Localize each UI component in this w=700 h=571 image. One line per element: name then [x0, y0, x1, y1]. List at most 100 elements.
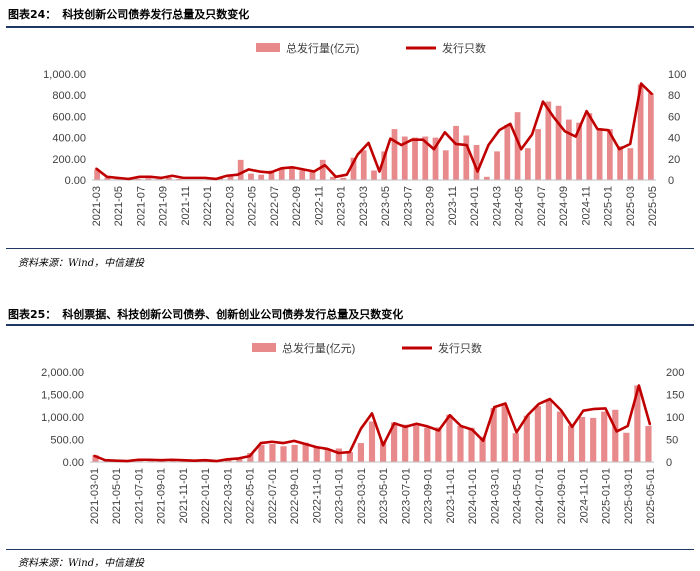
- bar: [648, 93, 654, 180]
- line-point: [604, 407, 607, 410]
- line-point: [345, 173, 348, 176]
- bar: [422, 136, 429, 180]
- bar: [227, 175, 234, 180]
- bar: [269, 444, 276, 462]
- bar: [556, 411, 564, 462]
- bar-series: [94, 84, 654, 180]
- line-point: [422, 138, 424, 141]
- y-left-tick-label: 1,000.00: [43, 69, 86, 81]
- x-tick-label: 2024-11: [580, 186, 592, 226]
- line-point: [247, 168, 250, 171]
- line-point: [356, 153, 359, 156]
- panel-title: 图表24： 科技创新公司债券发行总量及只数变化: [8, 6, 249, 22]
- bar: [391, 129, 398, 180]
- line-point: [371, 412, 373, 415]
- x-tick-label: 2023-03-01: [356, 468, 368, 524]
- line-point: [449, 414, 451, 416]
- panel-title: 图表25： 科创票据、科技创新公司债券、创新创业公司债券发行总量及只数变化: [8, 306, 403, 322]
- bar: [302, 442, 309, 462]
- bar: [381, 151, 388, 180]
- line-point: [538, 403, 540, 405]
- legend-bar-label: 总发行量(亿元): [282, 341, 355, 355]
- line-point: [454, 143, 457, 145]
- bar: [313, 447, 320, 462]
- chart-2: 总发行量(亿元) 发行只数 0.00 500.00 1,000.00 1,500.00 2,…: [41, 341, 684, 524]
- bar: [535, 129, 541, 180]
- x-tick-label: 2021-07: [135, 186, 147, 226]
- x-tick-label: 2025-03-01: [623, 468, 635, 524]
- line-point: [148, 458, 151, 461]
- chart-1: 总发行量(亿元) 发行只数 0.00 200.00 400.00 600.00 800.00…: [43, 41, 686, 226]
- bar: [236, 458, 243, 462]
- bar: [435, 427, 442, 462]
- line-point: [95, 167, 97, 170]
- line-point: [313, 170, 315, 173]
- x-tick-label: 2024-01: [469, 186, 481, 226]
- x-tick-label: 2023-01-01: [334, 468, 346, 524]
- y-left-tick-label: 0.00: [65, 175, 86, 187]
- line-point: [560, 409, 562, 412]
- line-point: [542, 100, 544, 103]
- line-point: [460, 425, 462, 427]
- y-left-tick-label: 1,500.00: [41, 390, 84, 402]
- line-point: [607, 129, 610, 131]
- bar: [114, 178, 121, 180]
- line-point: [411, 138, 413, 141]
- bar: [432, 137, 439, 180]
- source-rule: [6, 549, 694, 550]
- line-point: [215, 178, 217, 180]
- line-point: [515, 431, 518, 434]
- line-point: [382, 444, 384, 447]
- panel-title-number: 图表25：: [8, 308, 57, 321]
- line-point: [302, 168, 304, 171]
- bar: [524, 148, 531, 180]
- panel-title-text: 科技创新公司债券发行总量及只数变化: [62, 8, 250, 21]
- x-tick-label: 2023-11-01: [445, 468, 457, 523]
- series-line: [95, 82, 653, 181]
- x-tick-label: 2022-05: [247, 186, 259, 226]
- line-point: [574, 135, 577, 138]
- line-point: [138, 176, 141, 178]
- y-right-tick-label: 0: [666, 457, 672, 469]
- bar: [330, 176, 336, 180]
- line-point: [404, 426, 407, 428]
- bar: [567, 425, 575, 462]
- x-tick-label: 2023-03: [358, 186, 370, 226]
- bar: [586, 113, 593, 180]
- chart-panel-1: 图表24： 科技创新公司债券发行总量及只数变化 总发行量(亿元) 发行只数 0.00 2…: [0, 0, 700, 269]
- line-point: [117, 177, 119, 179]
- x-tick-label: 2022-07-01: [267, 468, 279, 524]
- bar: [176, 178, 183, 180]
- x-tick-label: 2025-01: [603, 186, 615, 226]
- bar: [623, 432, 630, 462]
- line-point: [126, 460, 129, 462]
- line-point: [182, 177, 185, 179]
- y-left-tick-label: 1,000.00: [41, 412, 84, 424]
- bar: [371, 170, 377, 180]
- x-tick-label: 2024-01-01: [467, 468, 479, 524]
- bar: [637, 84, 644, 180]
- line-point: [282, 442, 284, 444]
- x-tick-label: 2021-09: [158, 186, 170, 226]
- panel-title-text: 科创票据、科技创新公司债券、创新创业公司债券发行总量及只数变化: [62, 308, 404, 321]
- line-point: [465, 144, 468, 146]
- line-point: [171, 458, 173, 461]
- legend: 总发行量(亿元) 发行只数: [252, 341, 482, 355]
- bar: [135, 178, 142, 180]
- x-tick-label: 2023-11: [447, 186, 459, 226]
- bar: [278, 168, 285, 180]
- bar: [514, 112, 521, 180]
- x-tick-label: 2021-05: [113, 186, 125, 226]
- bar: [258, 174, 265, 180]
- chart-panel-2: 图表25： 科创票据、科技创新公司债券、创新创业公司债券发行总量及只数变化 总发行…: [0, 300, 700, 571]
- line-points: [95, 82, 653, 180]
- line-point: [482, 440, 485, 442]
- bar: [360, 150, 367, 180]
- bar: [490, 408, 497, 462]
- line-point: [378, 170, 381, 173]
- y-right-tick-label: 150: [666, 390, 684, 402]
- x-tick-label: 2021-03: [91, 186, 103, 226]
- y-left-tick-label: 2,000.00: [41, 367, 84, 379]
- bar: [401, 136, 408, 180]
- line-point: [487, 144, 490, 146]
